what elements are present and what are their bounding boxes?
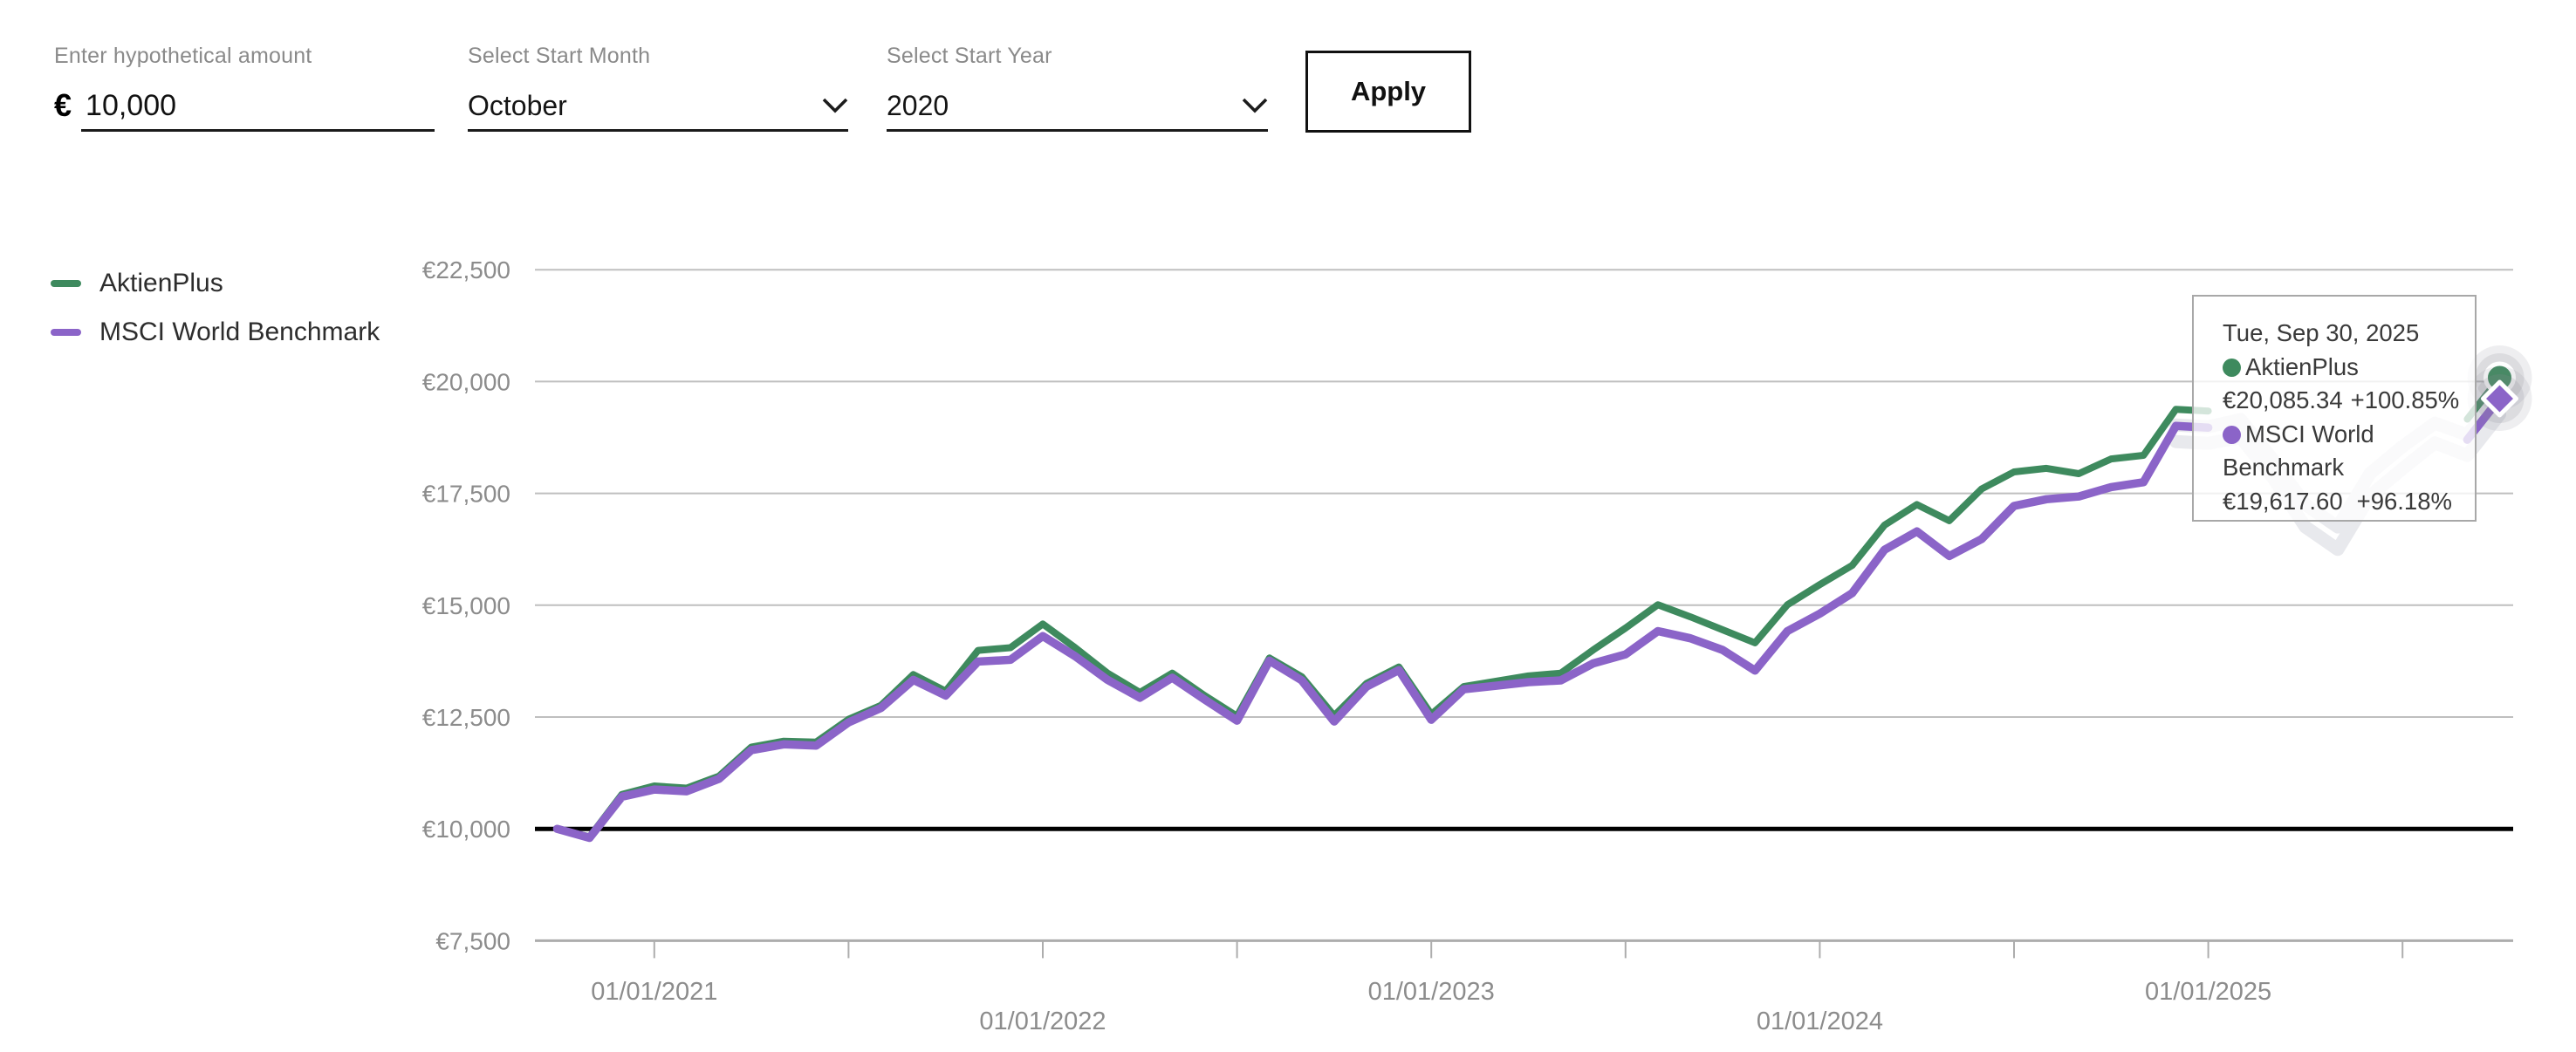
legend-item-msci-world-benchmark[interactable]: MSCI World Benchmark [51,308,380,357]
tooltip-series-name: AktienPlus [2223,351,2461,385]
tooltip-series-name: MSCI World Benchmark [2223,420,2374,481]
legend-item-aktienplus[interactable]: AktienPlus [51,259,380,308]
legend-swatch-purple [51,329,81,336]
start-month-value: October [468,89,567,121]
amount-label: Enter hypothetical amount [54,44,312,68]
x-axis-tick-label: 01/01/2024 [1757,1008,1883,1035]
legend-swatch-green [51,280,81,287]
y-axis-tick-label: €15,000 [422,592,510,619]
x-axis-tick-label: 01/01/2021 [591,978,717,1006]
amount-field-group: Enter hypothetical amount € [54,44,401,128]
y-axis-tick-label: €20,000 [422,368,510,395]
chevron-down-icon [1242,98,1268,113]
legend-label: MSCI World Benchmark [99,318,380,346]
start-year-value: 2020 [887,89,949,121]
amount-input[interactable] [86,88,401,123]
tooltip-series-value: €19,617.60 +96.18% [2223,487,2452,515]
start-year-select[interactable]: 2020 [887,83,1268,128]
y-axis-tick-label: €10,000 [422,816,510,843]
tooltip-date: Tue, Sep 30, 2025 [2223,319,2420,346]
series-dot-purple-icon [2223,425,2241,444]
amount-underline [81,129,435,132]
series-line-aktienplus[interactable] [553,406,2212,841]
end-marker-msci-world-benchmark[interactable] [2481,379,2518,418]
y-axis-tick-label: €7,500 [435,927,510,954]
chart-tooltip: Tue, Sep 30, 2025 AktienPlus €20,085.34 +… [2192,295,2477,522]
series-dot-green-icon [2223,358,2241,377]
chart-legend: AktienPlus MSCI World Benchmark [51,259,380,357]
y-axis-tick-label: €17,500 [422,481,510,508]
chevron-down-icon [822,98,848,113]
start-month-label: Select Start Month [468,44,651,68]
start-year-underline [887,129,1268,132]
y-axis-tick-label: €22,500 [422,256,510,283]
apply-button[interactable]: Apply [1305,51,1471,133]
start-month-underline [468,129,848,132]
currency-symbol: € [54,87,72,123]
y-axis-tick-label: €12,500 [422,704,510,731]
x-axis-tick-label: 01/01/2025 [2145,978,2271,1006]
legend-label: AktienPlus [99,269,223,297]
series-line-msci-world-benchmark[interactable] [552,421,2213,843]
x-axis-tick-label: 01/01/2022 [979,1008,1106,1035]
start-month-group: Select Start Month October [468,44,848,128]
start-month-select[interactable]: October [468,83,848,128]
start-year-label: Select Start Year [887,44,1052,68]
start-year-group: Select Start Year 2020 [887,44,1268,128]
amount-value-row: € [54,83,401,128]
tooltip-series-value: €20,085.34 +100.85% [2223,386,2460,413]
x-axis-tick-label: 01/01/2023 [1368,978,1495,1006]
